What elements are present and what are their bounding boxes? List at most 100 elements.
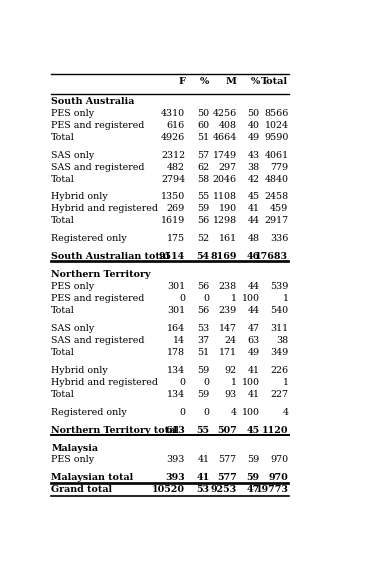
Text: 269: 269 (167, 204, 185, 213)
Text: Northern Territory total: Northern Territory total (51, 426, 179, 435)
Text: 38: 38 (247, 163, 260, 172)
Text: Grand total: Grand total (51, 485, 112, 494)
Text: 577: 577 (217, 473, 237, 482)
Text: 53: 53 (196, 485, 209, 494)
Text: 540: 540 (270, 306, 289, 315)
Text: 1350: 1350 (161, 192, 185, 201)
Text: 2046: 2046 (212, 174, 237, 183)
Text: 393: 393 (165, 473, 185, 482)
Text: 1120: 1120 (262, 426, 289, 435)
Text: PES and registered: PES and registered (51, 294, 145, 303)
Text: 164: 164 (167, 324, 185, 333)
Text: 51: 51 (197, 132, 209, 142)
Text: South Australian total: South Australian total (51, 252, 170, 261)
Text: 40: 40 (247, 121, 260, 130)
Text: 2917: 2917 (264, 217, 289, 226)
Text: 55: 55 (196, 426, 209, 435)
Text: 60: 60 (197, 121, 209, 130)
Text: 4840: 4840 (264, 174, 289, 183)
Text: 539: 539 (270, 282, 289, 291)
Text: 336: 336 (270, 234, 289, 243)
Text: 38: 38 (276, 336, 289, 345)
Text: 2794: 2794 (161, 174, 185, 183)
Text: SAS only: SAS only (51, 150, 94, 159)
Text: 57: 57 (197, 150, 209, 159)
Text: 59: 59 (197, 204, 209, 213)
Text: %: % (250, 77, 260, 86)
Text: 1298: 1298 (212, 217, 237, 226)
Text: 4664: 4664 (212, 132, 237, 142)
Text: 41: 41 (247, 390, 260, 399)
Text: 408: 408 (219, 121, 237, 130)
Text: 51: 51 (197, 348, 209, 357)
Text: 147: 147 (219, 324, 237, 333)
Text: 4: 4 (282, 408, 289, 417)
Text: 1: 1 (282, 378, 289, 387)
Text: 1: 1 (231, 378, 237, 387)
Text: 46: 46 (246, 252, 260, 261)
Text: 37: 37 (197, 336, 209, 345)
Text: 1108: 1108 (213, 192, 237, 201)
Text: 349: 349 (270, 348, 289, 357)
Text: 311: 311 (270, 324, 289, 333)
Text: 4310: 4310 (161, 109, 185, 118)
Text: 1749: 1749 (212, 150, 237, 159)
Text: 9253: 9253 (211, 485, 237, 494)
Text: 10520: 10520 (152, 485, 185, 494)
Text: SAS only: SAS only (51, 324, 94, 333)
Text: 171: 171 (219, 348, 237, 357)
Text: Registered only: Registered only (51, 408, 127, 417)
Text: Hybrid only: Hybrid only (51, 366, 108, 375)
Text: Total: Total (51, 217, 75, 226)
Text: 0: 0 (203, 294, 209, 303)
Text: M: M (226, 77, 237, 86)
Text: 45: 45 (247, 192, 260, 201)
Text: 8566: 8566 (264, 109, 289, 118)
Text: 92: 92 (225, 366, 237, 375)
Text: 577: 577 (219, 456, 237, 465)
Text: 4256: 4256 (212, 109, 237, 118)
Text: 41: 41 (247, 366, 260, 375)
Text: Total: Total (261, 77, 289, 86)
Text: 24: 24 (225, 336, 237, 345)
Text: PES only: PES only (51, 109, 94, 118)
Text: 17683: 17683 (255, 252, 289, 261)
Text: 56: 56 (197, 282, 209, 291)
Text: 50: 50 (197, 109, 209, 118)
Text: 134: 134 (167, 366, 185, 375)
Text: PES and registered: PES and registered (51, 121, 145, 130)
Text: 58: 58 (197, 174, 209, 183)
Text: 56: 56 (197, 217, 209, 226)
Text: 970: 970 (270, 456, 289, 465)
Text: 8169: 8169 (211, 252, 237, 261)
Text: 100: 100 (241, 378, 260, 387)
Text: Registered only: Registered only (51, 234, 127, 243)
Text: 4061: 4061 (264, 150, 289, 159)
Text: 239: 239 (218, 306, 237, 315)
Text: 41: 41 (198, 456, 209, 465)
Text: %: % (200, 77, 209, 86)
Text: 53: 53 (197, 324, 209, 333)
Text: F: F (178, 77, 185, 86)
Text: 459: 459 (270, 204, 289, 213)
Text: 45: 45 (247, 426, 260, 435)
Text: SAS and registered: SAS and registered (51, 336, 145, 345)
Text: Northern Territory: Northern Territory (51, 270, 151, 279)
Text: 779: 779 (270, 163, 289, 172)
Text: 970: 970 (269, 473, 289, 482)
Text: 54: 54 (196, 252, 209, 261)
Text: 613: 613 (165, 426, 185, 435)
Text: 0: 0 (179, 294, 185, 303)
Text: 59: 59 (197, 366, 209, 375)
Text: 190: 190 (219, 204, 237, 213)
Text: 297: 297 (219, 163, 237, 172)
Text: Total: Total (51, 174, 75, 183)
Text: 1: 1 (282, 294, 289, 303)
Text: 44: 44 (247, 282, 260, 291)
Text: 301: 301 (167, 306, 185, 315)
Text: 616: 616 (167, 121, 185, 130)
Text: 93: 93 (225, 390, 237, 399)
Text: 47: 47 (246, 485, 260, 494)
Text: 52: 52 (197, 234, 209, 243)
Text: 42: 42 (247, 174, 260, 183)
